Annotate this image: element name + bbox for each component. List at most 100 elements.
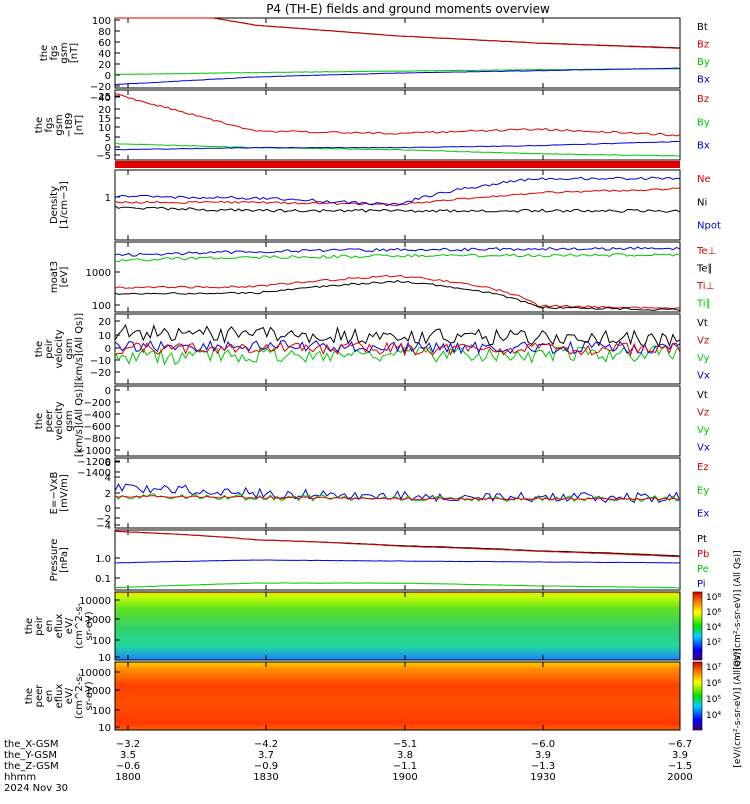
y-axis-label: eV/ xyxy=(64,617,75,634)
vx-line xyxy=(114,339,681,355)
y-axis-label: moat3 xyxy=(49,261,60,293)
y-tick-label: 10000 xyxy=(79,596,111,607)
legend-entry: Pt xyxy=(697,534,707,545)
y-tick-label: −200 xyxy=(84,398,111,409)
y-tick-label: 0.1 xyxy=(95,574,111,585)
x-axis-footer: the_X-GSM the_Y-GSM the_Z-GSM hhmm 2024 … xyxy=(4,739,693,794)
y-tick-label: 20 xyxy=(98,105,111,116)
te-perp-line xyxy=(114,246,681,257)
y-axis-label: −t89 xyxy=(64,112,75,137)
y-tick-label: 0 xyxy=(105,504,111,515)
colorbar-label: [eV/(cm²-s-sr-eV)] (All Qs)] xyxy=(733,648,743,767)
pb-line xyxy=(114,530,681,558)
npot-line xyxy=(114,176,681,207)
legend-entry: Vt xyxy=(697,390,708,401)
bx-line xyxy=(114,67,681,86)
y-axis-label: the xyxy=(24,618,35,634)
y-tick-label: 20 xyxy=(98,317,111,328)
y-tick-label: −20 xyxy=(90,82,111,93)
legend-entry: Pe xyxy=(697,564,709,575)
y-axis-label: (cm^2-s- xyxy=(74,672,85,719)
y-tick-label: 100 xyxy=(92,16,111,27)
y-axis-label: fgs xyxy=(49,45,60,60)
ne-line xyxy=(114,187,681,207)
y-tick-label: 1000 xyxy=(86,268,111,279)
legend-entry: Pi xyxy=(697,579,706,590)
colorbar-tick: 10² xyxy=(706,638,721,648)
y-axis-label: gsm xyxy=(54,114,65,135)
legend-entry: Te⊥ xyxy=(696,246,716,257)
y-axis-label: eflux xyxy=(54,684,65,709)
y-axis-label: the xyxy=(34,341,45,357)
legend-entry: Pb xyxy=(697,549,709,560)
colorbar-label: [eV/(cm²-s-sr-eV)] (All Qs)] xyxy=(733,550,743,669)
y-tick-label: 0 xyxy=(105,71,111,82)
panel-frame xyxy=(114,661,681,731)
legend-entry: By xyxy=(697,117,710,128)
y-axis-label: [mV/m] xyxy=(59,474,70,512)
legend-entry: Ti∥ xyxy=(696,299,711,310)
y-axis-label: velocity xyxy=(54,401,65,440)
y-tick-label: −400 xyxy=(84,410,111,421)
legend-entry: Ex xyxy=(697,509,709,520)
y-axis-label: [km/s](All Qs)] xyxy=(74,313,85,385)
x-gsm-value: −6.0 xyxy=(531,739,555,750)
legend-entry: Bz xyxy=(697,40,709,51)
y-gsm-value: 3.9 xyxy=(535,750,551,761)
panel-frame xyxy=(114,169,681,241)
z-gsm-value: −0.9 xyxy=(254,761,278,772)
time-tick: 2000 xyxy=(667,772,692,783)
panel-frame xyxy=(114,241,681,313)
legend-entry: Vy xyxy=(697,425,710,436)
y-axis-label: en xyxy=(44,690,55,703)
y-tick-label: −1000 xyxy=(77,446,111,457)
x-gsm-value: −6.7 xyxy=(668,739,692,750)
row-label: 2024 Nov 30 xyxy=(4,783,68,794)
plot-title: P4 (TH-E) fields and ground moments over… xyxy=(266,2,550,16)
y-axis-label: (cm^2-s- xyxy=(74,602,85,649)
time-tick: 1830 xyxy=(253,772,278,783)
row-label: the_Z-GSM xyxy=(4,761,59,772)
vt-line xyxy=(114,323,681,348)
y-axis-label: gsm xyxy=(64,338,75,359)
panel-frame xyxy=(114,385,681,457)
row-label: the_X-GSM xyxy=(4,739,58,750)
y-axis-label: [eV] xyxy=(59,267,70,288)
y-tick-label: 100 xyxy=(92,636,111,647)
colorbar-tick: 10⁷ xyxy=(706,663,721,673)
colorbar-tick: 10⁴ xyxy=(706,623,721,633)
legend-entry: Npot xyxy=(697,221,721,232)
y-axis-label: Density xyxy=(49,186,60,224)
panel-frame xyxy=(114,529,681,591)
y-axis-label: [km/s](All Qs)] xyxy=(74,385,85,457)
y-axis-label: sr-eV) xyxy=(84,681,95,710)
y-tick-label: 10 xyxy=(98,331,111,342)
y-tick-label: 10000 xyxy=(79,668,111,679)
bt-line xyxy=(115,17,681,49)
y-tick-label: 20 xyxy=(98,60,111,71)
y-tick-label: 25 xyxy=(98,92,111,103)
y-tick-label: 1000 xyxy=(86,615,111,626)
legend-entry: Ni xyxy=(697,197,707,208)
z-gsm-value: −0.6 xyxy=(116,761,140,772)
ion-colorbar xyxy=(692,591,703,661)
panel-frame xyxy=(114,17,681,89)
y-tick-label: 40 xyxy=(98,49,111,60)
x-gsm-value: −3.2 xyxy=(116,739,140,750)
legend-entry: Bz xyxy=(697,94,709,105)
y-tick-label: −1400 xyxy=(77,468,111,479)
y-tick-label: 2 xyxy=(105,489,111,500)
y-gsm-value: 3.8 xyxy=(397,750,413,761)
y-axis-label: [nPa] xyxy=(59,547,70,573)
y-tick-label: −10 xyxy=(90,356,111,367)
row-label: hhmm xyxy=(4,772,36,783)
ex-line xyxy=(114,483,681,504)
y-axis-label: peir xyxy=(44,338,55,358)
legend-entry: Vz xyxy=(697,408,709,419)
y-tick-label: 80 xyxy=(98,27,111,38)
y-tick-label: 4 xyxy=(105,473,111,484)
pi-line xyxy=(115,559,681,564)
y-tick-label: 60 xyxy=(98,38,111,49)
legend-entry: Ey xyxy=(697,485,709,496)
